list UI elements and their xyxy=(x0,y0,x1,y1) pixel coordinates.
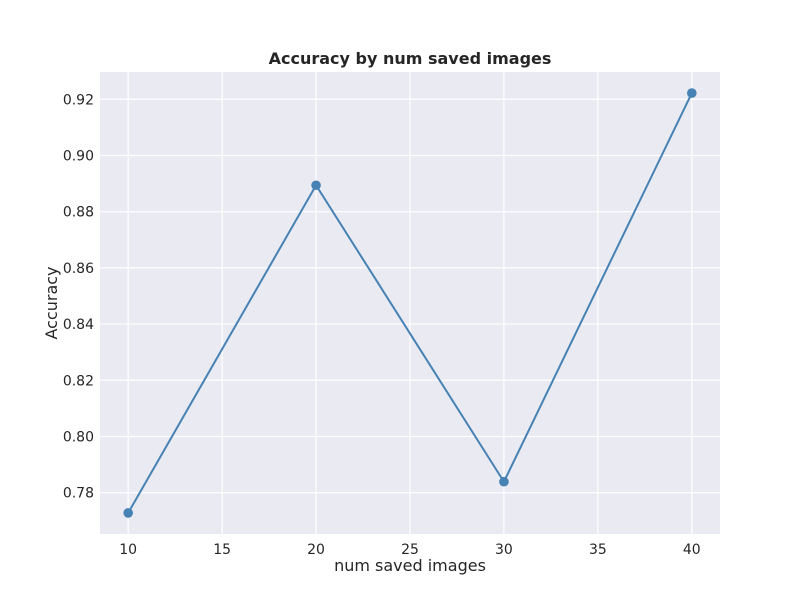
grid-lines xyxy=(100,72,720,534)
y-tick-label: 0.78 xyxy=(63,486,94,502)
x-tick-label: 35 xyxy=(589,542,607,558)
y-tick-label: 0.88 xyxy=(63,205,94,221)
data-point xyxy=(499,476,509,487)
data-point xyxy=(687,88,697,98)
data-point xyxy=(311,180,321,191)
chart-title: Accuracy by num saved images xyxy=(269,49,552,68)
x-tick-label: 10 xyxy=(119,542,137,558)
y-axis-label: Accuracy xyxy=(42,266,61,339)
y-tick-label: 0.84 xyxy=(63,317,94,333)
x-tick-label: 30 xyxy=(495,542,513,558)
y-tick-label: 0.86 xyxy=(63,261,94,277)
series-line xyxy=(127,92,693,514)
y-tick-label: 0.90 xyxy=(63,148,94,164)
x-tick-label: 15 xyxy=(213,542,231,558)
tick-labels: 10 15 20 25 30 35 40 0.78 0.80 0.82 0.84 0.86 0.88 0.… xyxy=(63,92,701,558)
y-tick-label: 0.92 xyxy=(63,92,94,108)
x-tick-label: 40 xyxy=(683,542,701,558)
x-axis-label: num saved images xyxy=(334,556,486,575)
data-series xyxy=(123,88,697,518)
data-point xyxy=(123,508,133,518)
y-tick-label: 0.80 xyxy=(63,429,94,445)
x-tick-label: 25 xyxy=(401,542,419,558)
x-tick-label: 20 xyxy=(307,542,325,558)
y-tick-label: 0.82 xyxy=(63,373,94,389)
